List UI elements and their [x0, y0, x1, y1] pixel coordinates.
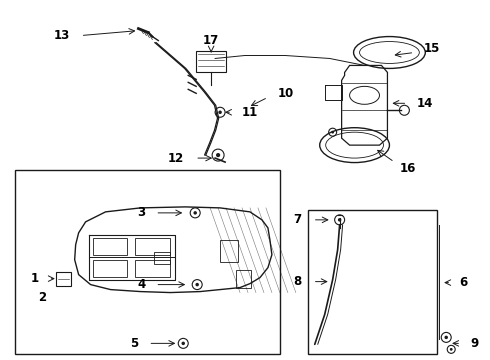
Circle shape: [450, 348, 453, 351]
Circle shape: [181, 342, 185, 345]
Bar: [15, 170, 280, 354]
Bar: [196, 50, 226, 72]
Bar: [135, 260, 171, 276]
Text: 16: 16: [399, 162, 416, 175]
Text: 8: 8: [294, 275, 302, 288]
Text: 12: 12: [168, 152, 184, 165]
Text: 2: 2: [38, 291, 46, 304]
Bar: [236, 270, 251, 288]
Text: 10: 10: [278, 87, 294, 100]
Text: 15: 15: [423, 42, 440, 55]
Text: 17: 17: [203, 34, 219, 47]
Text: 5: 5: [130, 337, 138, 350]
Text: 13: 13: [53, 29, 70, 42]
Bar: [220, 240, 238, 262]
Bar: [93, 260, 127, 276]
Bar: [93, 238, 127, 255]
Text: 11: 11: [242, 106, 258, 119]
Text: 4: 4: [137, 278, 146, 291]
Text: 3: 3: [137, 206, 146, 219]
Text: 1: 1: [31, 272, 39, 285]
Bar: [56, 272, 71, 285]
Circle shape: [444, 336, 448, 339]
Text: 6: 6: [459, 276, 467, 289]
Bar: [308, 210, 437, 354]
Circle shape: [219, 111, 222, 114]
Circle shape: [331, 131, 334, 134]
Text: 9: 9: [470, 337, 478, 350]
Text: 14: 14: [416, 97, 433, 110]
Bar: [135, 238, 171, 255]
Circle shape: [194, 211, 197, 215]
Circle shape: [216, 153, 220, 157]
Circle shape: [196, 283, 199, 286]
Circle shape: [338, 218, 342, 222]
Text: 7: 7: [294, 213, 302, 226]
Bar: [154, 252, 171, 264]
